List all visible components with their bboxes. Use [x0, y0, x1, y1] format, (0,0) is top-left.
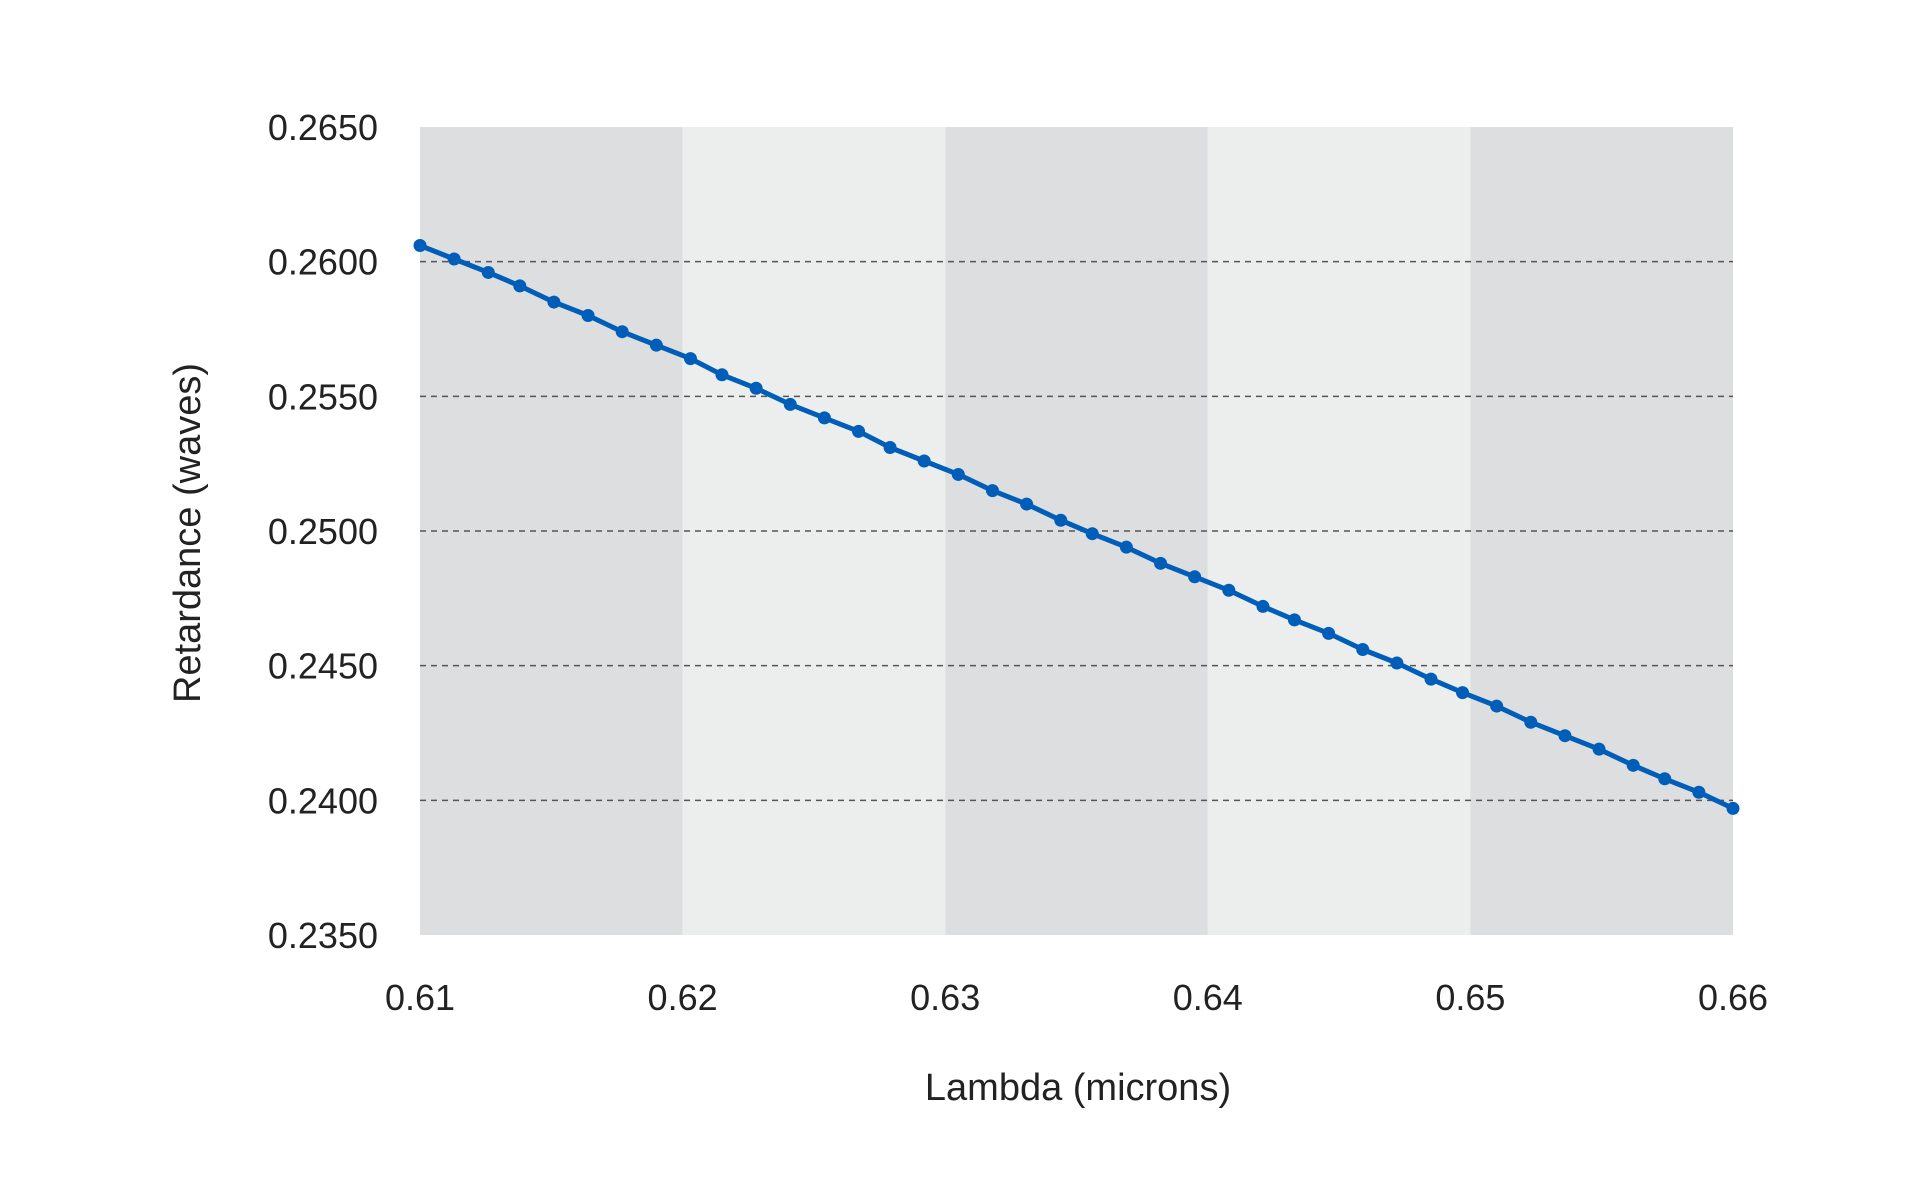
data-point — [413, 239, 427, 253]
series-line — [417, 243, 1736, 811]
data-point — [1390, 656, 1404, 670]
x-tick-label: 0.63 — [910, 977, 980, 1018]
background-band — [682, 127, 946, 935]
data-point — [1256, 599, 1270, 613]
y-tick-label: 0.2550 — [268, 376, 378, 417]
data-point — [513, 279, 527, 293]
data-series — [413, 239, 1740, 815]
data-point — [649, 338, 663, 352]
x-tick-label: 0.65 — [1435, 977, 1505, 1018]
x-tick-label: 0.61 — [385, 977, 455, 1018]
data-point — [783, 397, 797, 411]
data-point — [1626, 758, 1640, 772]
data-point — [1592, 742, 1606, 756]
data-point — [481, 265, 495, 279]
data-point — [1188, 570, 1202, 584]
data-point — [1726, 801, 1740, 815]
data-point — [1524, 715, 1538, 729]
background-band — [945, 127, 1208, 935]
x-tick-label: 0.66 — [1698, 977, 1768, 1018]
data-point — [1020, 497, 1034, 511]
y-tick-label: 0.2500 — [268, 511, 378, 552]
data-point — [1322, 626, 1336, 640]
x-tick-label: 0.62 — [648, 977, 718, 1018]
data-point — [883, 441, 897, 455]
data-point — [547, 295, 561, 309]
data-point — [1490, 699, 1504, 713]
y-tick-label: 0.2450 — [268, 646, 378, 687]
y-tick-label: 0.2600 — [268, 242, 378, 283]
data-point — [749, 381, 763, 395]
data-point — [1154, 556, 1168, 570]
data-point — [1085, 527, 1099, 541]
x-axis-tick-labels: 0.61 0.62 0.63 0.64 0.65 0.66 — [385, 977, 1768, 1018]
data-point — [1287, 613, 1301, 627]
y-axis-title: Retardance (waves) — [167, 363, 209, 703]
y-tick-label: 0.2400 — [268, 780, 378, 821]
data-point — [1054, 513, 1068, 527]
data-point — [917, 454, 931, 468]
data-point — [1692, 785, 1706, 799]
data-point — [985, 484, 999, 498]
data-point — [951, 467, 965, 481]
data-point — [581, 309, 595, 323]
data-point — [1558, 729, 1572, 743]
data-point — [1424, 672, 1438, 686]
data-point — [1658, 772, 1672, 786]
y-tick-label: 0.2350 — [268, 915, 378, 956]
y-axis-tick-labels: 0.2350 0.2400 0.2450 0.2500 0.2550 0.2600 0.26… — [268, 107, 378, 956]
data-point — [1222, 583, 1236, 597]
data-point — [817, 411, 831, 425]
data-point — [683, 352, 697, 366]
data-point — [1119, 540, 1133, 554]
data-point — [852, 424, 866, 438]
y-tick-label: 0.2650 — [268, 107, 378, 148]
data-point — [715, 368, 729, 382]
data-point — [615, 325, 629, 339]
data-point — [447, 252, 461, 266]
grid-lines — [420, 260, 1733, 802]
x-tick-label: 0.64 — [1173, 977, 1243, 1018]
data-point — [1456, 686, 1470, 700]
data-point — [1356, 643, 1370, 657]
x-axis-title: Lambda (microns) — [925, 1067, 1231, 1109]
